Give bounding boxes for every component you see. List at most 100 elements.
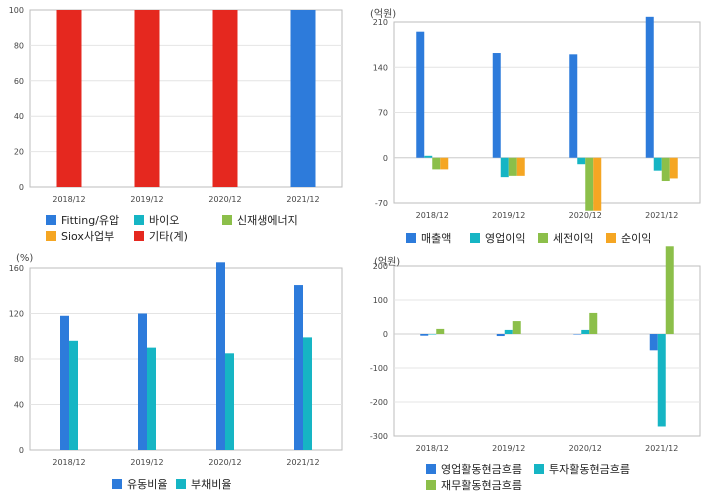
- bar: [134, 10, 160, 187]
- legend-item[interactable]: 영업이익: [470, 230, 525, 246]
- legend-label: 유동비율: [127, 478, 168, 491]
- y-tick-label: 100: [373, 296, 388, 305]
- x-tick-label: 2021/12: [645, 211, 678, 220]
- legend-swatch: [134, 231, 144, 241]
- legend-item[interactable]: 매출액: [406, 230, 451, 246]
- unit-label: (%): [16, 253, 34, 264]
- unit-label: (억원): [374, 257, 401, 268]
- legend-swatch: [222, 215, 232, 225]
- legend-item[interactable]: 재무활동현금흐름: [426, 477, 522, 493]
- bar: [508, 157, 517, 176]
- bar: [420, 334, 429, 336]
- legend-label: 투자활동현금흐름: [549, 463, 630, 476]
- chart-panel-cashflow: (억원) -300 -200 -100 0 100 200 2018/12 2019/12 20…: [360, 246, 720, 496]
- y-tick-label: 0: [383, 154, 388, 163]
- composition-legend: Fitting/유압 바이오 신재생에너지 Siox사업부 기타(계): [46, 212, 356, 246]
- x-tick-label: 2018/12: [416, 211, 449, 220]
- y-tick-label: 200: [373, 262, 388, 271]
- x-tick-label: 2018/12: [52, 458, 85, 467]
- bar: [649, 334, 658, 351]
- y-tick-label: 20: [14, 148, 24, 157]
- bar: [424, 155, 433, 158]
- y-tick-label: -70: [375, 199, 388, 208]
- legend-swatch: [538, 233, 548, 243]
- bar: [661, 157, 670, 182]
- x-tick-label: 2018/12: [416, 444, 449, 453]
- chart-panel-income: (억원) -70 0 70 140 210 2018/12 2019/12 2020/12 20…: [360, 0, 720, 248]
- x-tick-label: 2019/12: [130, 458, 163, 467]
- y-tick-label: -200: [370, 398, 388, 407]
- bar: [492, 53, 501, 158]
- legend-item[interactable]: 신재생에너지: [222, 212, 298, 228]
- y-tick-label: 0: [383, 330, 388, 339]
- y-tick-label: -300: [370, 432, 388, 441]
- legend-swatch: [426, 464, 436, 474]
- bar: [416, 31, 425, 158]
- legend-item[interactable]: 부채비율: [176, 476, 231, 492]
- y-tick-label: 70: [378, 109, 388, 118]
- legend-item[interactable]: 바이오: [134, 212, 179, 228]
- bar: [290, 10, 316, 187]
- legend-item[interactable]: 영업활동현금흐름: [426, 461, 522, 477]
- legend-swatch: [176, 479, 186, 489]
- y-tick-label: 100: [9, 6, 24, 15]
- y-tick-label: 160: [9, 264, 24, 273]
- bar: [69, 340, 78, 450]
- x-tick-label: 2020/12: [208, 458, 241, 467]
- bar: [138, 313, 147, 450]
- cashflow-legend: 영업활동현금흐름 투자활동현금흐름 재무활동현금흐름: [426, 461, 716, 493]
- y-tick-label: 40: [14, 112, 24, 121]
- bar: [577, 157, 586, 165]
- x-tick-label: 2021/12: [286, 195, 319, 204]
- legend-item[interactable]: Fitting/유압: [46, 212, 119, 228]
- legend-swatch: [470, 233, 480, 243]
- x-tick-label: 2021/12: [286, 458, 319, 467]
- x-tick-label: 2019/12: [492, 211, 525, 220]
- x-tick-label: 2020/12: [569, 211, 602, 220]
- bar: [216, 262, 225, 450]
- legend-item[interactable]: 기타(계): [134, 228, 188, 244]
- legend-label: 바이오: [149, 214, 180, 227]
- bar: [436, 328, 445, 334]
- y-tick-label: -100: [370, 364, 388, 373]
- legend-item[interactable]: Siox사업부: [46, 228, 114, 244]
- bar: [581, 329, 590, 334]
- bar: [569, 54, 578, 158]
- legend-item[interactable]: 투자활동현금흐름: [534, 461, 630, 477]
- plot-area: [393, 265, 701, 437]
- legend-swatch: [426, 480, 436, 490]
- x-tick-label: 2020/12: [569, 444, 602, 453]
- y-tick-label: 0: [19, 446, 24, 455]
- legend-swatch: [46, 231, 56, 241]
- bar: [428, 334, 437, 335]
- y-tick-label: 140: [373, 63, 388, 72]
- chart-panel-ratios: (%) 0 40 80 120 160 2018/12 2019/12 2020/12 2021…: [0, 248, 360, 496]
- legend-item[interactable]: 유동비율: [112, 476, 167, 492]
- chart-panel-composition: 0 20 40 60 80 100 2018/12 2019/12 2020/12 2021/12…: [0, 0, 360, 248]
- bar: [516, 157, 525, 176]
- bar: [225, 353, 234, 450]
- bar: [303, 337, 312, 450]
- x-tick-label: 2019/12: [492, 444, 525, 453]
- y-tick-label: 80: [14, 41, 24, 50]
- bar: [504, 329, 513, 334]
- x-tick-label: 2019/12: [130, 195, 163, 204]
- y-tick-label: 0: [19, 183, 24, 192]
- bar: [585, 157, 594, 211]
- bar: [147, 347, 156, 450]
- bar: [593, 157, 602, 211]
- legend-label: 매출액: [421, 232, 452, 245]
- y-tick-label: 40: [14, 401, 24, 410]
- bar: [512, 321, 521, 334]
- legend-swatch: [406, 233, 416, 243]
- legend-label: 신재생에너지: [237, 214, 298, 227]
- legend-item[interactable]: 순이익: [606, 230, 651, 246]
- legend-label: 영업이익: [485, 232, 526, 245]
- x-tick-label: 2021/12: [645, 444, 678, 453]
- y-tick-label: 80: [14, 355, 24, 364]
- y-tick-label: 210: [373, 18, 388, 27]
- legend-item[interactable]: 세전이익: [538, 230, 593, 246]
- bar: [60, 315, 69, 450]
- y-tick-label: 120: [9, 310, 24, 319]
- bar: [440, 157, 449, 170]
